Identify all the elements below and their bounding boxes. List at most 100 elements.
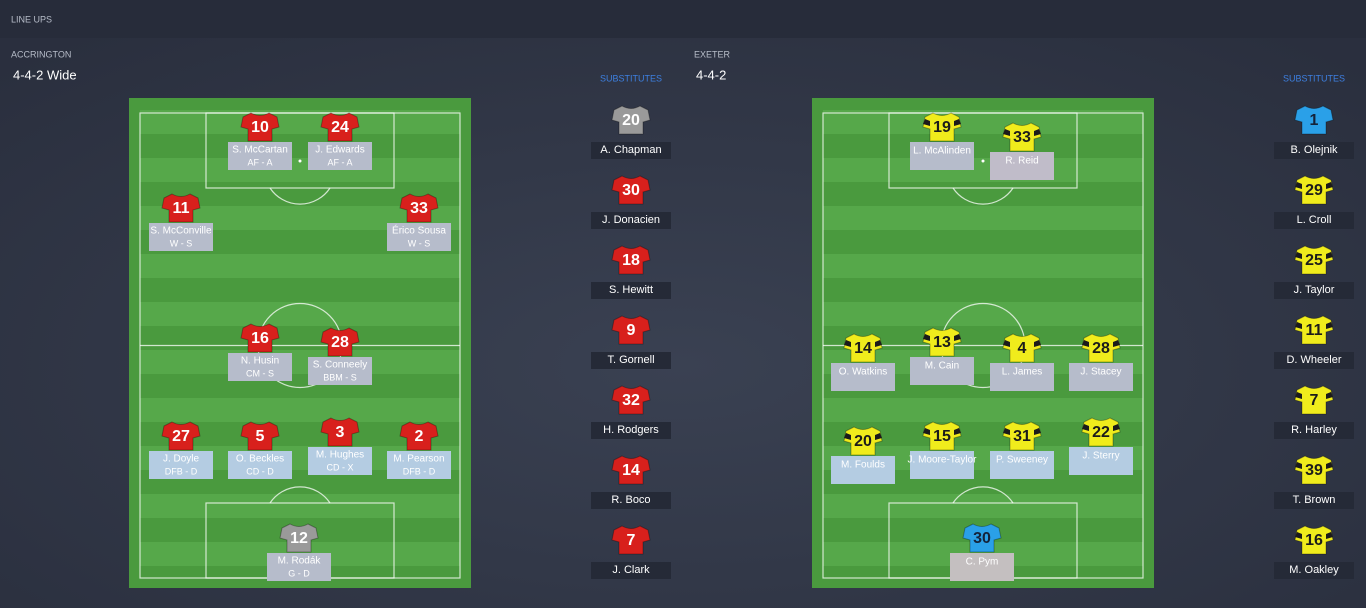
shirt: 9	[611, 315, 651, 345]
shirt: 7	[1294, 385, 1334, 415]
pitch-stripe	[823, 302, 1143, 326]
pitch-stripe	[140, 494, 460, 518]
substitute-label-box	[1274, 212, 1354, 229]
shirt-number: 10	[251, 119, 269, 136]
player-role: BBM - S	[323, 372, 357, 382]
shirt: 28	[320, 327, 360, 357]
shirt-number: 3	[336, 424, 345, 441]
substitutes-label: SUBSTITUTES	[1283, 73, 1345, 83]
team-name: ACCRINGTON	[11, 49, 71, 59]
pitch-spot	[981, 159, 985, 163]
shirt-number: 2	[415, 428, 424, 445]
shirt: 1	[1294, 105, 1334, 135]
shirt-number: 28	[1092, 340, 1110, 357]
shirt-number: 11	[1306, 322, 1323, 339]
player-name: J. Sterry	[1082, 451, 1119, 462]
shirt-body	[611, 105, 651, 135]
shirt: 27	[161, 421, 201, 451]
shirt-stripe	[1003, 129, 1010, 136]
player-label-box	[831, 456, 895, 484]
shirt-number: 1	[1310, 112, 1319, 129]
player-label-box	[1069, 447, 1133, 475]
shirt-body	[1081, 417, 1121, 447]
shirt-number: 7	[1310, 392, 1319, 409]
shirt-number: 16	[1305, 532, 1323, 549]
player-role: AF - A	[327, 157, 352, 167]
shirt: 13	[922, 327, 962, 357]
shirt-stripe	[1326, 532, 1333, 539]
team-name: EXETER	[694, 49, 731, 59]
player-role: W - S	[170, 238, 193, 248]
player-label-box	[387, 451, 451, 479]
shirt-number: 39	[1305, 462, 1323, 479]
player-label-box	[990, 152, 1054, 180]
substitute-label-box	[1274, 282, 1354, 299]
shirt-number: 27	[172, 428, 190, 445]
player-label-box	[228, 353, 292, 381]
player-role: G - D	[288, 568, 310, 578]
substitute-name: H. Rodgers	[603, 424, 659, 436]
player-label-box	[910, 142, 974, 170]
player-name: L. McAlinden	[913, 146, 971, 157]
shirt-stripe	[954, 428, 961, 435]
shirt-stripe	[1295, 392, 1302, 399]
shirt: 3	[320, 417, 360, 447]
shirt-stripe	[923, 119, 930, 126]
shirt-body	[320, 327, 360, 357]
substitute-label-box	[591, 352, 671, 369]
shirt: 5	[240, 421, 280, 451]
substitute-name: T. Gornell	[607, 354, 654, 366]
shirt-number: 22	[1092, 424, 1110, 441]
shirt-body	[1294, 455, 1334, 485]
shirt-number: 4	[1018, 340, 1027, 357]
shirt-stripe	[923, 428, 930, 435]
substitute-name: J. Taylor	[1294, 284, 1335, 296]
substitute-label-box	[591, 422, 671, 439]
player-label-box	[387, 223, 451, 251]
substitute-label-box	[591, 212, 671, 229]
shirt-body	[1002, 122, 1042, 152]
shirt-number: 15	[933, 428, 951, 445]
pitch-line	[888, 112, 1078, 189]
shirt-stripe	[875, 433, 882, 440]
shirt-body	[611, 315, 651, 345]
shirt-body	[1294, 385, 1334, 415]
player-name: M. Cain	[925, 361, 959, 372]
player-name: R. Reid	[1005, 156, 1038, 167]
player-label-box	[149, 451, 213, 479]
shirt-body	[611, 525, 651, 555]
shirt-stripe	[1034, 340, 1041, 347]
player-role: CD - D	[246, 466, 274, 476]
shirt-body	[843, 426, 883, 456]
shirt: 14	[843, 333, 883, 363]
player-role: AF - A	[247, 157, 272, 167]
player-role: DFB - D	[165, 466, 198, 476]
shirt-body	[922, 112, 962, 142]
player-name: C. Pym	[966, 557, 999, 568]
shirt: 14	[611, 455, 651, 485]
shirt-stripe	[1034, 428, 1041, 435]
player-name: M. Rodák	[278, 556, 322, 567]
pitch-stripe	[140, 254, 460, 278]
player-label-box	[267, 553, 331, 581]
shirt: 18	[611, 245, 651, 275]
shirt: 24	[320, 112, 360, 142]
shirt: 16	[1294, 525, 1334, 555]
shirt-number: 13	[933, 334, 951, 351]
player-label-box	[990, 451, 1054, 479]
substitute-label-box	[591, 562, 671, 579]
substitute-name: R. Harley	[1291, 424, 1337, 436]
shirt: 10	[240, 112, 280, 142]
shirt-stripe	[1295, 462, 1302, 469]
shirt: 19	[922, 112, 962, 142]
shirt-number: 30	[622, 182, 640, 199]
player-label-box	[228, 451, 292, 479]
shirt-stripe	[1003, 340, 1010, 347]
formation: 4-4-2	[696, 67, 726, 82]
player-name: S. Conneely	[313, 360, 367, 371]
shirt-stripe	[1113, 424, 1120, 431]
shirt-body	[1294, 175, 1334, 205]
pitch-stripe	[823, 254, 1143, 278]
shirt-body	[843, 333, 883, 363]
shirt-number: 18	[622, 252, 640, 269]
